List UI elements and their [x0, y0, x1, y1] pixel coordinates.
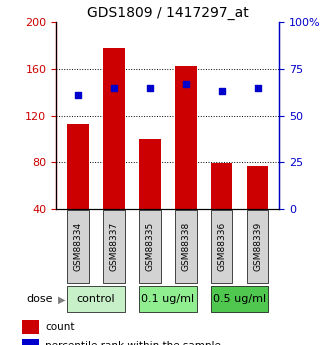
Text: count: count [45, 322, 74, 332]
Point [183, 81, 188, 87]
Point [219, 89, 224, 94]
Text: dose: dose [26, 294, 53, 304]
FancyBboxPatch shape [67, 210, 89, 283]
Bar [139, 139, 160, 209]
Bar [103, 48, 125, 209]
FancyBboxPatch shape [211, 286, 268, 313]
FancyBboxPatch shape [139, 210, 160, 283]
Text: ▶: ▶ [58, 294, 65, 304]
FancyBboxPatch shape [175, 210, 196, 283]
FancyBboxPatch shape [247, 210, 268, 283]
Text: 0.1 ug/ml: 0.1 ug/ml [141, 294, 194, 304]
Text: percentile rank within the sample: percentile rank within the sample [45, 341, 221, 345]
FancyBboxPatch shape [139, 286, 196, 313]
Text: GSM88336: GSM88336 [217, 222, 226, 271]
Bar [175, 66, 196, 209]
Bar [22, 320, 39, 335]
Text: 0.5 ug/ml: 0.5 ug/ml [213, 294, 266, 304]
FancyBboxPatch shape [67, 286, 125, 313]
Point [147, 85, 152, 90]
Bar [67, 124, 89, 209]
Bar [22, 339, 39, 345]
Bar [211, 163, 232, 209]
Point [111, 85, 116, 90]
Point [255, 85, 260, 90]
FancyBboxPatch shape [103, 210, 125, 283]
Text: GSM88337: GSM88337 [109, 222, 118, 271]
Text: GSM88338: GSM88338 [181, 222, 190, 271]
Text: GSM88339: GSM88339 [253, 222, 262, 271]
Bar [247, 166, 268, 209]
FancyBboxPatch shape [211, 210, 232, 283]
Text: GSM88334: GSM88334 [73, 222, 82, 271]
Text: GSM88335: GSM88335 [145, 222, 154, 271]
Text: control: control [76, 294, 115, 304]
Point [75, 92, 80, 98]
Title: GDS1809 / 1417297_at: GDS1809 / 1417297_at [87, 6, 248, 20]
